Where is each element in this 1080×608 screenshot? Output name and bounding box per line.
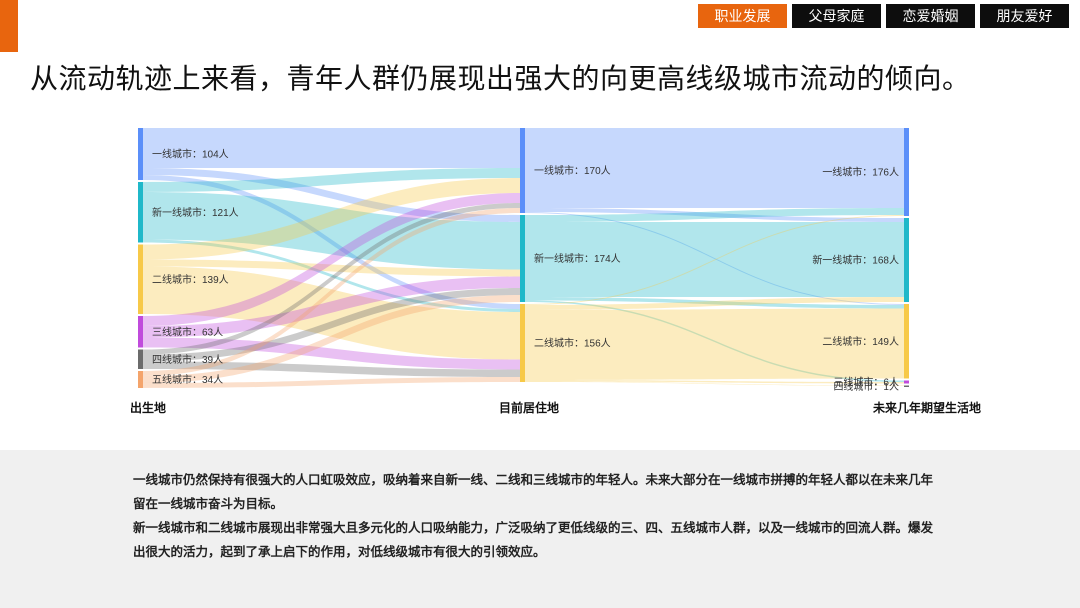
sankey-nodes: [138, 128, 909, 388]
sankey-node-label: 新一线城市：174人: [534, 252, 621, 265]
sankey-node: [138, 371, 143, 388]
sankey-node: [138, 316, 143, 348]
tab-career[interactable]: 职业发展: [698, 4, 787, 28]
sankey-node: [904, 385, 909, 387]
top-nav-tabs: 职业发展 父母家庭 恋爱婚姻 朋友爱好: [698, 4, 1069, 28]
sankey-link: [143, 168, 520, 192]
sankey-column-title: 未来几年期望生活地: [872, 400, 981, 415]
sankey-link: [143, 208, 520, 376]
sankey-node-label: 二线城市：156人: [534, 337, 611, 350]
sankey-link: [143, 128, 520, 168]
sankey-chart: 一线城市：104人新一线城市：121人二线城市：139人三线城市：63人四线城市…: [130, 128, 981, 416]
sankey-node: [138, 244, 143, 314]
sankey-link: [525, 380, 904, 384]
sankey-node-label: 四线城市：1人: [833, 380, 899, 393]
sankey-column-title: 出生地: [130, 400, 166, 415]
sankey-link: [525, 215, 904, 305]
sankey-link: [143, 295, 520, 383]
tab-romance[interactable]: 恋爱婚姻: [886, 4, 975, 28]
sankey-link: [525, 212, 904, 305]
page-title: 从流动轨迹上来看，青年人群仍展现出强大的向更高线级城市流动的倾向。: [30, 63, 971, 94]
sankey-node-label: 二线城市：139人: [152, 273, 229, 286]
sankey-link: [143, 288, 520, 362]
sankey-link: [525, 297, 904, 310]
sankey-link: [143, 239, 520, 312]
accent-bar: [0, 0, 18, 52]
sankey-link: [525, 222, 904, 297]
summary-paragraph-1: 一线城市仍然保持有很强大的人口虹吸效应，吸纳着来自新一线、二线和三线城市的年轻人…: [133, 473, 934, 511]
sankey-node-label: 五线城市：34人: [152, 373, 223, 386]
sankey-link: [525, 308, 904, 380]
sankey-node-label: 三线城市：63人: [152, 325, 223, 338]
sankey-node-label: 三线城市：6人: [833, 376, 899, 389]
sankey-link: [525, 300, 904, 382]
sankey-link: [525, 297, 904, 309]
sankey-node-label: 新一线城市：168人: [812, 254, 899, 267]
sankey-link: [525, 208, 904, 222]
sankey-link: [143, 175, 520, 309]
sankey-link: [525, 208, 904, 222]
sankey-link: [143, 377, 520, 388]
sankey-node: [520, 304, 525, 382]
sankey-node: [138, 128, 143, 180]
sankey-link: [525, 128, 904, 208]
sankey-links: [143, 128, 904, 388]
sankey-node: [138, 349, 143, 369]
sankey-node: [904, 304, 909, 379]
sankey-node: [904, 218, 909, 302]
summary-panel: 一线城市仍然保持有很强大的人口虹吸效应，吸纳着来自新一线、二线和三线城市的年轻人…: [0, 450, 1080, 608]
sankey-node-label: 一线城市：176人: [822, 166, 899, 179]
sankey-node: [520, 215, 525, 302]
sankey-node: [520, 128, 525, 213]
sankey-link: [525, 381, 904, 386]
sankey-labels: 一线城市：104人新一线城市：121人二线城市：139人三线城市：63人四线城市…: [130, 148, 981, 416]
sankey-link: [143, 203, 520, 355]
sankey-link: [143, 259, 520, 277]
sankey-link: [143, 266, 520, 360]
sankey-link: [143, 193, 520, 326]
sankey-node: [138, 182, 143, 243]
sankey-link: [143, 168, 520, 222]
sankey-column-title: 目前居住地: [499, 400, 559, 415]
sankey-link: [143, 276, 520, 338]
sankey-link: [143, 361, 520, 377]
sankey-link: [143, 337, 520, 370]
sankey-node-label: 一线城市：170人: [534, 164, 611, 177]
sankey-link: [143, 192, 520, 270]
sankey-node: [904, 128, 909, 216]
tab-hobbies[interactable]: 朋友爱好: [980, 4, 1069, 28]
tab-family[interactable]: 父母家庭: [792, 4, 881, 28]
summary-paragraph-2: 新一线城市和二线城市展现出非常强大且多元化的人口吸纳能力，广泛吸纳了更低线级的三…: [133, 521, 934, 559]
sankey-node-label: 二线城市：149人: [822, 335, 899, 348]
sankey-node-label: 一线城市：104人: [152, 148, 229, 161]
sankey-node-label: 新一线城市：121人: [152, 206, 239, 219]
sankey-node-label: 四线城市：39人: [152, 353, 223, 366]
sankey-node: [904, 380, 909, 384]
sankey-link: [143, 178, 520, 260]
